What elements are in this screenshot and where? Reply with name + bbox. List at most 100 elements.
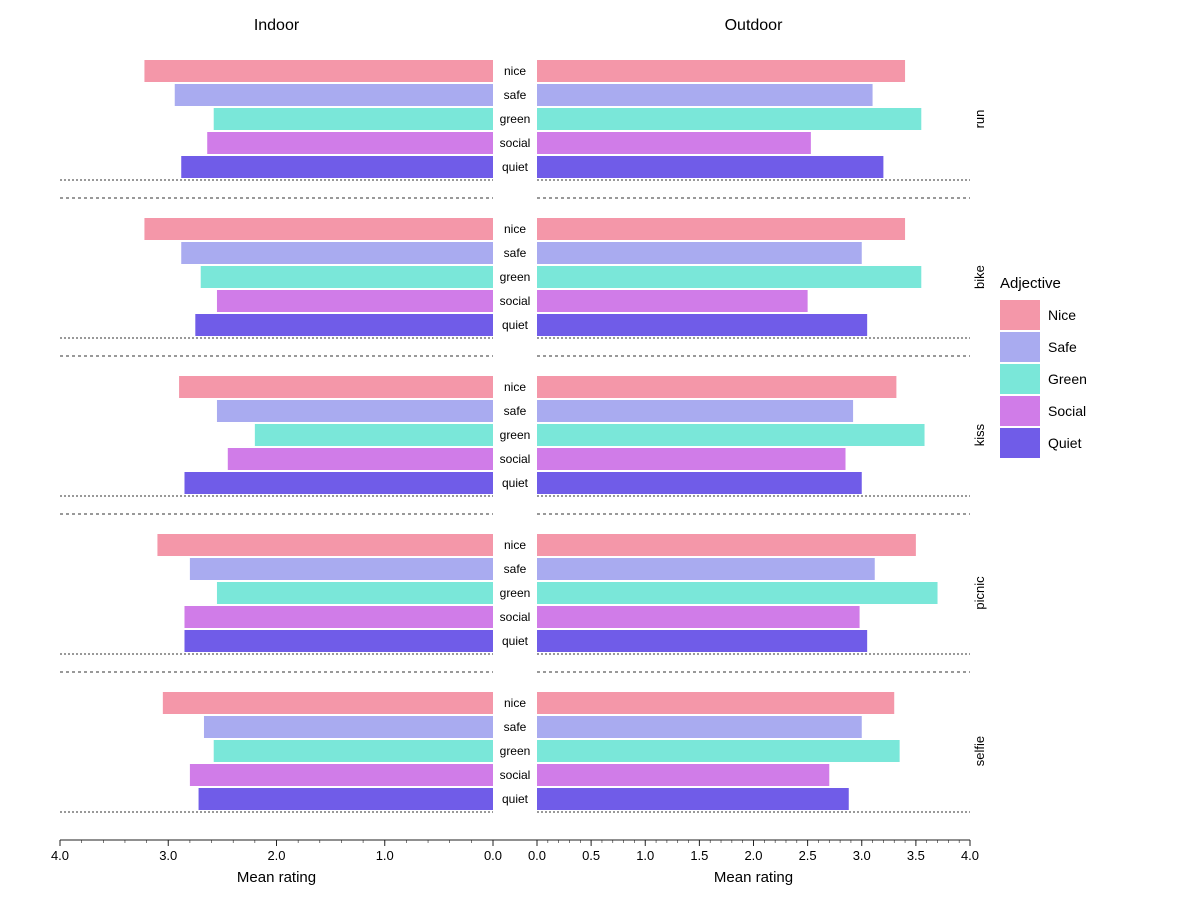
bar-outdoor-kiss-social xyxy=(537,448,846,470)
bar-indoor-picnic-green xyxy=(217,582,493,604)
bar-outdoor-bike-safe xyxy=(537,242,862,264)
bar-indoor-run-quiet xyxy=(181,156,493,178)
val-label-picnic-nice: nice xyxy=(504,538,526,552)
col-header-outdoor: Outdoor xyxy=(725,17,783,34)
bar-indoor-bike-quiet xyxy=(195,314,493,336)
legend-swatch-green xyxy=(1000,364,1040,394)
val-label-bike-quiet: quiet xyxy=(502,318,529,332)
val-label-run-green: green xyxy=(500,112,531,126)
bar-indoor-run-safe xyxy=(175,84,493,106)
val-label-run-safe: safe xyxy=(504,88,527,102)
val-label-kiss-green: green xyxy=(500,428,531,442)
col-header-indoor: Indoor xyxy=(254,17,300,34)
xtick-label-left-0: 4.0 xyxy=(51,848,69,863)
legend-label-quiet: Quiet xyxy=(1048,435,1082,451)
bar-outdoor-selfie-social xyxy=(537,764,829,786)
xtick-label-left-4: 0.0 xyxy=(484,848,502,863)
val-label-selfie-social: social xyxy=(500,768,531,782)
bar-indoor-run-social xyxy=(207,132,493,154)
facet-label-kiss: kiss xyxy=(972,423,987,446)
bar-indoor-bike-green xyxy=(201,266,493,288)
bar-outdoor-run-safe xyxy=(537,84,873,106)
legend-label-green: Green xyxy=(1048,371,1087,387)
bar-outdoor-kiss-nice xyxy=(537,376,896,398)
xtick-label-right-2: 1.0 xyxy=(636,848,654,863)
bar-indoor-selfie-nice xyxy=(163,692,493,714)
val-label-selfie-safe: safe xyxy=(504,720,527,734)
bar-indoor-run-green xyxy=(214,108,493,130)
xtick-label-right-4: 2.0 xyxy=(744,848,762,863)
xtick-label-left-3: 1.0 xyxy=(376,848,394,863)
bar-outdoor-run-nice xyxy=(537,60,905,82)
bar-indoor-picnic-safe xyxy=(190,558,493,580)
bar-outdoor-picnic-nice xyxy=(537,534,916,556)
bar-indoor-kiss-social xyxy=(228,448,493,470)
bar-indoor-bike-social xyxy=(217,290,493,312)
xaxis-label-right: Mean rating xyxy=(714,869,793,886)
bar-outdoor-run-green xyxy=(537,108,921,130)
bar-outdoor-kiss-quiet xyxy=(537,472,862,494)
xtick-label-right-5: 2.5 xyxy=(799,848,817,863)
xtick-label-left-1: 3.0 xyxy=(159,848,177,863)
val-label-run-social: social xyxy=(500,136,531,150)
bar-outdoor-bike-green xyxy=(537,266,921,288)
bar-outdoor-picnic-green xyxy=(537,582,938,604)
val-label-kiss-social: social xyxy=(500,452,531,466)
population-style-mirror-chart: Indoor Outdoor nice safe green social quiet nic… xyxy=(0,0,1181,914)
xtick-label-right-0: 0.0 xyxy=(528,848,546,863)
legend-swatch-quiet xyxy=(1000,428,1040,458)
facet-label-run: run xyxy=(972,110,987,129)
bar-indoor-picnic-quiet xyxy=(184,630,493,652)
chart-container: Indoor Outdoor nice safe green social quiet nic… xyxy=(0,0,1181,914)
xaxis-label-left: Mean rating xyxy=(237,869,316,886)
bar-outdoor-picnic-safe xyxy=(537,558,875,580)
xtick-label-right-6: 3.0 xyxy=(853,848,871,863)
legend-label-safe: Safe xyxy=(1048,339,1077,355)
bar-indoor-bike-safe xyxy=(181,242,493,264)
bar-indoor-kiss-green xyxy=(255,424,493,446)
bar-outdoor-run-quiet xyxy=(537,156,883,178)
val-label-picnic-green: green xyxy=(500,586,531,600)
bar-indoor-kiss-safe xyxy=(217,400,493,422)
bar-indoor-selfie-safe xyxy=(204,716,493,738)
bar-outdoor-bike-nice xyxy=(537,218,905,240)
bar-outdoor-picnic-social xyxy=(537,606,860,628)
val-label-selfie-green: green xyxy=(500,744,531,758)
bar-outdoor-selfie-quiet xyxy=(537,788,849,810)
bar-outdoor-bike-social xyxy=(537,290,808,312)
xtick-label-right-7: 3.5 xyxy=(907,848,925,863)
val-label-run-nice: nice xyxy=(504,64,526,78)
legend-swatch-social xyxy=(1000,396,1040,426)
bar-outdoor-selfie-safe xyxy=(537,716,862,738)
val-label-picnic-social: social xyxy=(500,610,531,624)
facet-label-bike: bike xyxy=(972,265,987,289)
val-label-bike-social: social xyxy=(500,294,531,308)
bar-indoor-selfie-social xyxy=(190,764,493,786)
bar-outdoor-picnic-quiet xyxy=(537,630,867,652)
bar-outdoor-kiss-safe xyxy=(537,400,853,422)
legend-label-social: Social xyxy=(1048,403,1086,419)
bar-outdoor-run-social xyxy=(537,132,811,154)
bar-indoor-kiss-quiet xyxy=(184,472,493,494)
val-label-run-quiet: quiet xyxy=(502,160,529,174)
bar-indoor-picnic-social xyxy=(184,606,493,628)
val-label-picnic-quiet: quiet xyxy=(502,634,529,648)
bar-indoor-selfie-quiet xyxy=(199,788,493,810)
val-label-kiss-safe: safe xyxy=(504,404,527,418)
legend-title: Adjective xyxy=(1000,275,1061,292)
legend-swatch-nice xyxy=(1000,300,1040,330)
val-label-bike-safe: safe xyxy=(504,246,527,260)
xtick-label-right-3: 1.5 xyxy=(690,848,708,863)
bar-indoor-kiss-nice xyxy=(179,376,493,398)
legend-swatch-safe xyxy=(1000,332,1040,362)
facet-label-selfie: selfie xyxy=(972,736,987,766)
val-label-bike-nice: nice xyxy=(504,222,526,236)
legend-label-nice: Nice xyxy=(1048,307,1076,323)
bar-outdoor-selfie-green xyxy=(537,740,900,762)
xtick-label-left-2: 2.0 xyxy=(267,848,285,863)
facet-label-picnic: picnic xyxy=(972,576,987,610)
val-label-bike-green: green xyxy=(500,270,531,284)
val-label-picnic-safe: safe xyxy=(504,562,527,576)
bar-indoor-run-nice xyxy=(144,60,493,82)
val-label-kiss-quiet: quiet xyxy=(502,476,529,490)
